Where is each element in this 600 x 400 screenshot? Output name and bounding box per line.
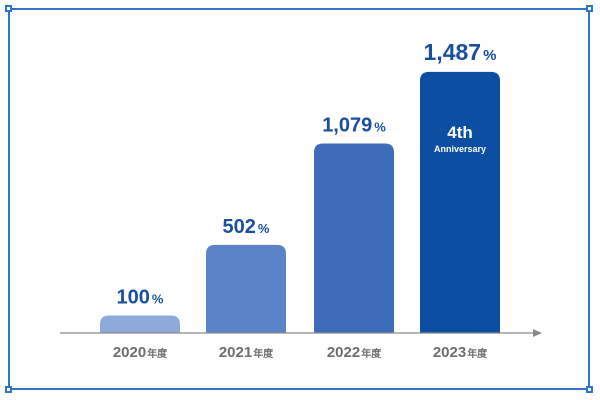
x-tick-label-2022: 2022年度 bbox=[327, 344, 382, 361]
x-tick-labels-group: 2020年度 2021年度 2022年度 2023年度 bbox=[113, 344, 488, 361]
x-tick-label-2021: 2021年度 bbox=[219, 344, 274, 361]
x-tick-year: 2021 bbox=[219, 344, 252, 361]
bar-2021 bbox=[206, 244, 286, 333]
value-number: 502 bbox=[223, 216, 256, 238]
value-label-2022: 1,079% bbox=[322, 115, 386, 137]
bar-2022 bbox=[314, 143, 394, 333]
value-labels-group: 100 %502 %1,079 %1,487% bbox=[117, 39, 497, 309]
x-tick-year: 2020 bbox=[113, 344, 146, 361]
value-unit: % bbox=[258, 221, 270, 236]
value-number: 100 bbox=[117, 286, 150, 308]
bars-group bbox=[100, 71, 500, 333]
annotation-group: 4th Anniversary bbox=[434, 123, 486, 154]
frame-corner-bottom-left bbox=[5, 386, 12, 393]
value-label-2023: 1,487% bbox=[424, 39, 497, 65]
x-tick-year: 2023 bbox=[433, 344, 466, 361]
x-tick-suffix: 年度 bbox=[147, 347, 168, 360]
frame-corner-top-left bbox=[5, 5, 12, 12]
value-label-2021: 502% bbox=[223, 216, 270, 238]
x-tick-label-2020: 2020年度 bbox=[113, 344, 168, 361]
frame-corner-bottom-right bbox=[586, 386, 593, 393]
chart-frame bbox=[5, 5, 593, 393]
frame-corner-top-right bbox=[586, 5, 593, 12]
annotation-subtitle: Anniversary bbox=[434, 144, 486, 154]
x-tick-suffix: 年度 bbox=[361, 347, 382, 360]
annotation-title: 4th bbox=[447, 123, 473, 142]
x-tick-year: 2022 bbox=[327, 344, 360, 361]
x-axis-arrow-icon bbox=[533, 329, 542, 337]
value-unit: % bbox=[152, 291, 164, 306]
value-number: 1,487 bbox=[424, 39, 482, 65]
value-label-2020: 100% bbox=[117, 286, 164, 308]
x-tick-label-2023: 2023年度 bbox=[433, 344, 488, 361]
value-unit: % bbox=[483, 47, 496, 64]
x-tick-suffix: 年度 bbox=[253, 347, 274, 360]
bar-2020 bbox=[100, 315, 180, 333]
bar-2023 bbox=[420, 71, 500, 333]
value-unit: % bbox=[374, 120, 386, 135]
value-number: 1,079 bbox=[322, 115, 372, 137]
x-tick-suffix: 年度 bbox=[467, 347, 488, 360]
